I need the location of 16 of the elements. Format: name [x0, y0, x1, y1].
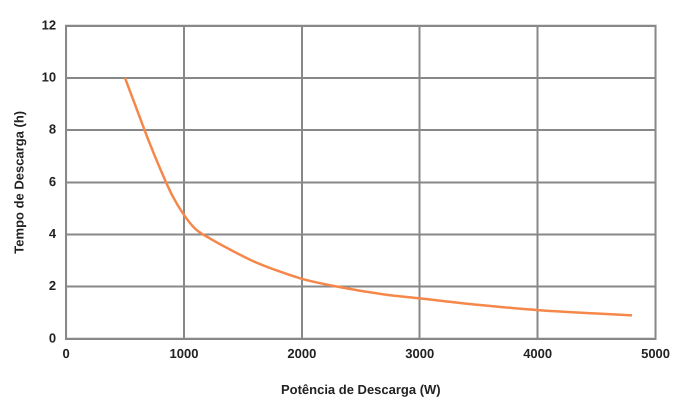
y-tick-label: 6	[48, 174, 56, 189]
x-tick-label: 2000	[287, 346, 316, 362]
y-axis-title: Tempo de Descarga (h)	[11, 110, 26, 254]
x-tick-label: 4000	[523, 346, 552, 362]
y-tick-label: 4	[48, 226, 57, 242]
y-tick-label: 10	[42, 70, 56, 85]
x-tick-label: 3000	[405, 346, 434, 362]
y-tick-label: 2	[48, 278, 56, 294]
line-series	[124, 76, 634, 317]
y-tick-label: 0	[48, 330, 56, 346]
y-tick-label: 8	[48, 122, 56, 137]
x-axis-title: Potência de Descarga (W)	[280, 382, 441, 397]
x-tick-label: 5000	[641, 346, 670, 362]
x-tick-label: 1000	[169, 346, 198, 362]
x-tick-label: 0	[62, 346, 70, 362]
y-tick-label: 12	[42, 17, 56, 32]
